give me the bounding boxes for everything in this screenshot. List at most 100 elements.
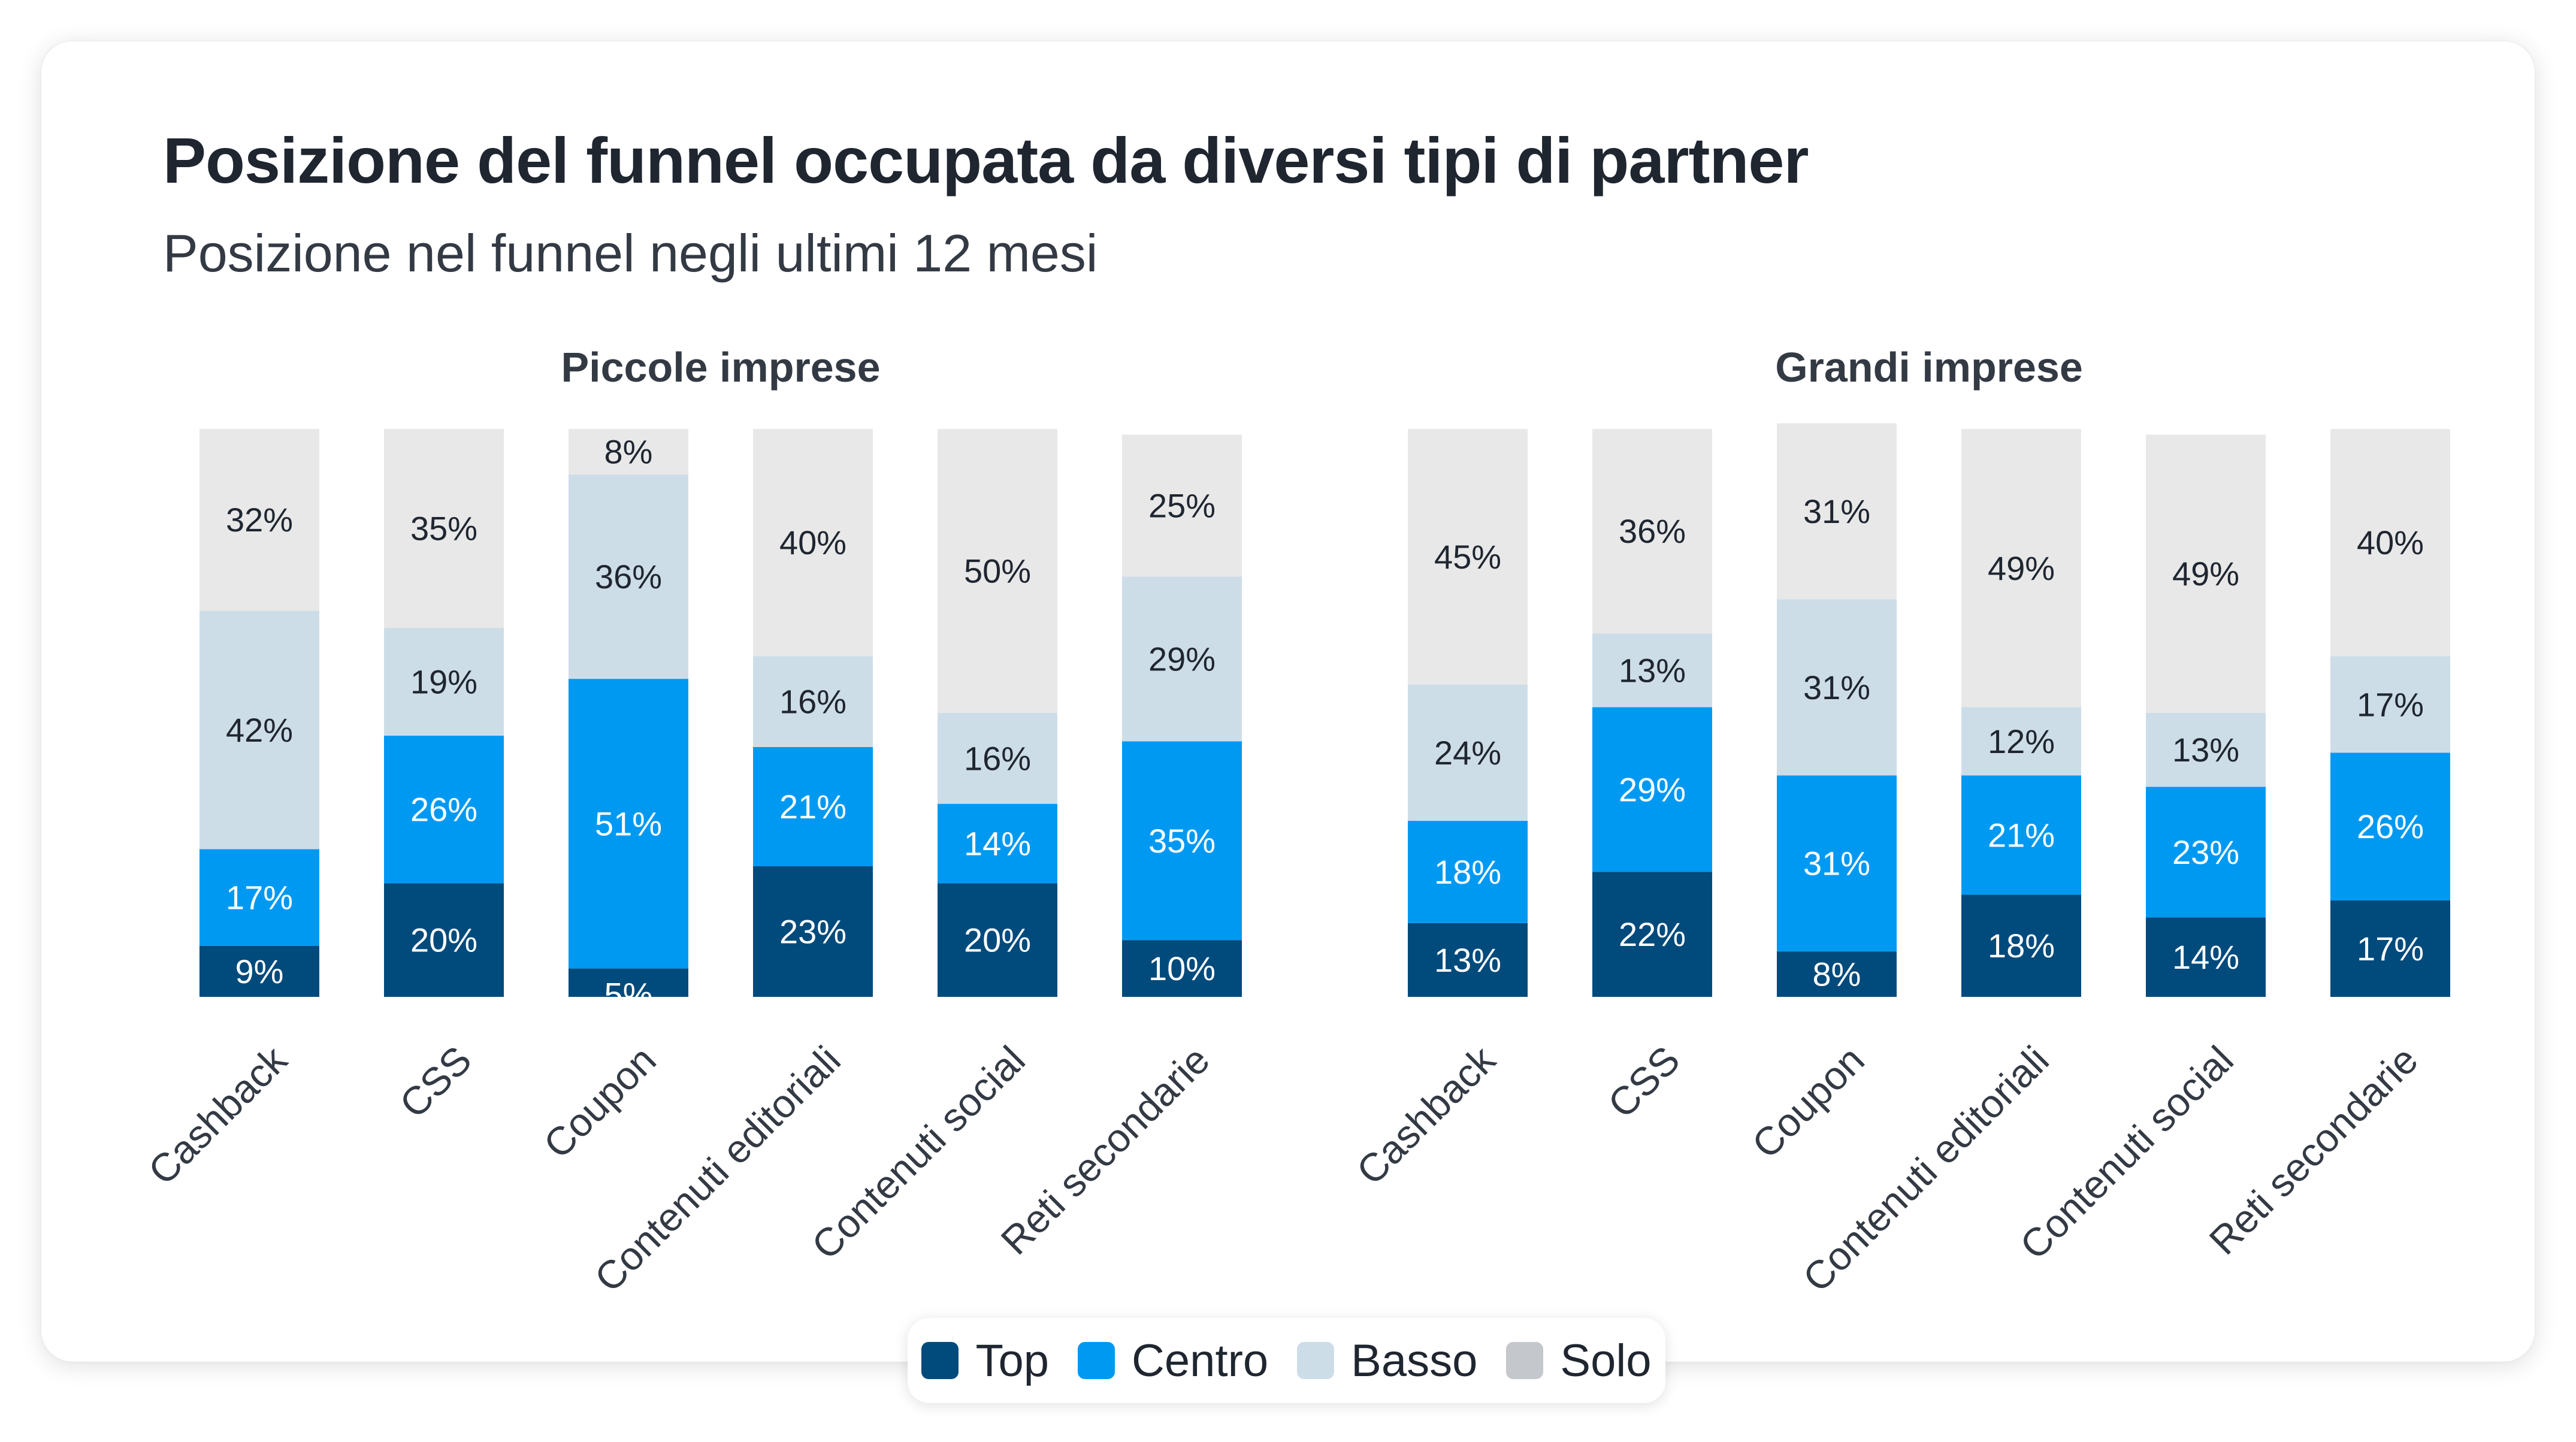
data-label-grandi-imprese-reti-secondarie-centro: 26% bbox=[2357, 808, 2424, 845]
data-label-piccole-imprese-reti-secondarie-centro: 35% bbox=[1148, 822, 1216, 860]
data-label-grandi-imprese-contenuti-social-top: 14% bbox=[2172, 938, 2239, 976]
data-label-grandi-imprese-contenuti-social-basso: 13% bbox=[2172, 731, 2239, 769]
bar-piccole-imprese-css-solo bbox=[384, 429, 504, 628]
bar-grandi-imprese-coupon-top bbox=[1777, 951, 1897, 997]
bar-grandi-imprese-cashback-solo bbox=[1408, 429, 1528, 685]
bar-grandi-imprese-contenuti-editoriali-solo bbox=[1961, 429, 2081, 708]
data-label-grandi-imprese-coupon-top: 8% bbox=[1813, 956, 1861, 993]
chart-subtitle: Posizione nel funnel negli ultimi 12 mes… bbox=[163, 223, 1098, 283]
legend-item-top: Top bbox=[921, 1335, 1049, 1387]
legend-swatch-centro bbox=[1078, 1342, 1115, 1379]
data-label-piccole-imprese-css-solo: 35% bbox=[410, 509, 477, 547]
bar-piccole-imprese-coupon-solo bbox=[569, 429, 688, 474]
bar-piccole-imprese-cashback-centro bbox=[199, 849, 319, 946]
bar-piccole-imprese-css-basso bbox=[384, 627, 504, 736]
bar-piccole-imprese-reti-secondarie-solo bbox=[1122, 434, 1242, 577]
data-label-piccole-imprese-contenuti-social-centro: 14% bbox=[964, 825, 1031, 863]
data-label-grandi-imprese-coupon-solo: 31% bbox=[1803, 492, 1870, 530]
tick-label-grandi-imprese-coupon: Coupon bbox=[1743, 1038, 1873, 1167]
bar-piccole-imprese-contenuti-editoriali-solo bbox=[753, 429, 873, 657]
data-label-grandi-imprese-contenuti-editoriali-centro: 21% bbox=[1988, 816, 2055, 854]
data-label-grandi-imprese-coupon-centro: 31% bbox=[1803, 845, 1870, 882]
data-label-grandi-imprese-contenuti-editoriali-top: 18% bbox=[1988, 927, 2055, 965]
data-label-grandi-imprese-css-basso: 13% bbox=[1619, 651, 1686, 689]
tick-label-grandi-imprese-css: CSS bbox=[1600, 1038, 1688, 1126]
bar-grandi-imprese-contenuti-social-top bbox=[2146, 917, 2266, 997]
legend-item-basso: Basso bbox=[1297, 1335, 1477, 1387]
bar-grandi-imprese-contenuti-social-solo bbox=[2146, 434, 2266, 713]
data-label-grandi-imprese-contenuti-social-centro: 23% bbox=[2172, 833, 2239, 871]
bar-piccole-imprese-contenuti-editoriali-centro bbox=[753, 746, 873, 866]
tick-label-piccole-imprese-css: CSS bbox=[391, 1038, 480, 1126]
data-label-piccole-imprese-contenuti-social-solo: 50% bbox=[964, 552, 1031, 590]
legend-item-solo: Solo bbox=[1506, 1335, 1652, 1387]
legend-swatch-top bbox=[921, 1342, 959, 1379]
data-label-piccole-imprese-css-centro: 26% bbox=[410, 791, 477, 829]
bar-piccole-imprese-contenuti-editoriali-basso bbox=[753, 656, 873, 747]
bar-grandi-imprese-cashback-top bbox=[1408, 923, 1528, 997]
data-label-piccole-imprese-coupon-solo: 8% bbox=[604, 433, 653, 470]
data-label-grandi-imprese-cashback-top: 13% bbox=[1434, 941, 1501, 979]
bar-piccole-imprese-css-top bbox=[384, 883, 504, 997]
data-label-grandi-imprese-contenuti-editoriali-solo: 49% bbox=[1988, 549, 2055, 587]
data-label-piccole-imprese-reti-secondarie-top: 10% bbox=[1148, 950, 1216, 987]
bar-piccole-imprese-reti-secondarie-centro bbox=[1122, 741, 1242, 941]
data-label-piccole-imprese-contenuti-editoriali-solo: 40% bbox=[779, 524, 846, 561]
data-label-piccole-imprese-cashback-basso: 42% bbox=[226, 711, 293, 749]
data-label-piccole-imprese-contenuti-social-basso: 16% bbox=[964, 739, 1031, 777]
data-label-piccole-imprese-cashback-solo: 32% bbox=[226, 501, 293, 539]
bar-grandi-imprese-css-centro bbox=[1592, 707, 1712, 872]
bar-grandi-imprese-reti-secondarie-basso bbox=[2330, 656, 2450, 753]
data-label-grandi-imprese-css-top: 22% bbox=[1619, 915, 1686, 953]
bar-piccole-imprese-cashback-solo bbox=[199, 429, 319, 611]
bar-grandi-imprese-contenuti-editoriali-centro bbox=[1961, 775, 2081, 895]
data-label-piccole-imprese-css-top: 20% bbox=[410, 921, 477, 959]
data-label-piccole-imprese-reti-secondarie-basso: 29% bbox=[1148, 640, 1216, 678]
legend-swatch-solo bbox=[1506, 1342, 1544, 1379]
legend-label-centro: Centro bbox=[1132, 1335, 1269, 1386]
bar-piccole-imprese-cashback-basso bbox=[199, 610, 319, 850]
data-label-grandi-imprese-contenuti-social-solo: 49% bbox=[2172, 555, 2239, 592]
bar-piccole-imprese-coupon-basso bbox=[569, 474, 688, 679]
bar-grandi-imprese-css-basso bbox=[1592, 633, 1712, 708]
tick-label-piccole-imprese-coupon: Coupon bbox=[535, 1038, 664, 1167]
bar-grandi-imprese-coupon-basso bbox=[1777, 599, 1897, 776]
data-label-grandi-imprese-contenuti-editoriali-basso: 12% bbox=[1988, 722, 2055, 760]
bar-piccole-imprese-contenuti-social-top bbox=[938, 883, 1057, 997]
bar-piccole-imprese-coupon-top bbox=[569, 968, 688, 997]
bar-grandi-imprese-contenuti-social-centro bbox=[2146, 787, 2266, 918]
bar-grandi-imprese-reti-secondarie-top bbox=[2330, 900, 2450, 997]
bar-piccole-imprese-contenuti-editoriali-top bbox=[753, 866, 873, 997]
data-label-piccole-imprese-cashback-top: 9% bbox=[235, 953, 284, 990]
data-label-piccole-imprese-coupon-centro: 51% bbox=[595, 805, 662, 842]
data-label-grandi-imprese-cashback-solo: 45% bbox=[1434, 538, 1501, 576]
data-label-piccole-imprese-contenuti-editoriali-basso: 16% bbox=[779, 683, 846, 721]
panel-title-piccole-imprese: Piccole imprese bbox=[561, 344, 880, 391]
legend-item-centro: Centro bbox=[1078, 1335, 1268, 1387]
bar-piccole-imprese-contenuti-social-basso bbox=[938, 713, 1057, 804]
data-label-piccole-imprese-contenuti-editoriali-centro: 21% bbox=[779, 788, 846, 826]
bar-piccole-imprese-contenuti-social-solo bbox=[938, 429, 1057, 713]
bar-grandi-imprese-cashback-centro bbox=[1408, 821, 1528, 923]
data-label-grandi-imprese-cashback-basso: 24% bbox=[1434, 734, 1501, 772]
legend-label-basso: Basso bbox=[1351, 1335, 1478, 1386]
bar-grandi-imprese-coupon-solo bbox=[1777, 423, 1897, 600]
legend-swatch-basso bbox=[1297, 1342, 1335, 1379]
data-label-piccole-imprese-cashback-centro: 17% bbox=[226, 879, 293, 917]
bar-piccole-imprese-reti-secondarie-top bbox=[1122, 940, 1242, 997]
data-label-grandi-imprese-css-centro: 29% bbox=[1619, 770, 1686, 808]
bar-grandi-imprese-css-top bbox=[1592, 872, 1712, 997]
bar-grandi-imprese-css-solo bbox=[1592, 429, 1712, 634]
tick-label-piccole-imprese-cashback: Cashback bbox=[140, 1037, 296, 1193]
legend-label-top: Top bbox=[975, 1335, 1050, 1386]
panel-title-grandi-imprese: Grandi imprese bbox=[1775, 344, 2083, 391]
bar-piccole-imprese-reti-secondarie-basso bbox=[1122, 576, 1242, 742]
data-label-grandi-imprese-reti-secondarie-top: 17% bbox=[2357, 930, 2424, 968]
legend-label-solo: Solo bbox=[1560, 1335, 1652, 1386]
data-label-grandi-imprese-reti-secondarie-basso: 17% bbox=[2357, 685, 2424, 723]
data-label-grandi-imprese-cashback-centro: 18% bbox=[1434, 853, 1501, 891]
tick-label-grandi-imprese-cashback: Cashback bbox=[1348, 1037, 1504, 1193]
data-label-piccole-imprese-contenuti-editoriali-top: 23% bbox=[779, 912, 846, 950]
bar-grandi-imprese-contenuti-editoriali-top bbox=[1961, 894, 2081, 997]
